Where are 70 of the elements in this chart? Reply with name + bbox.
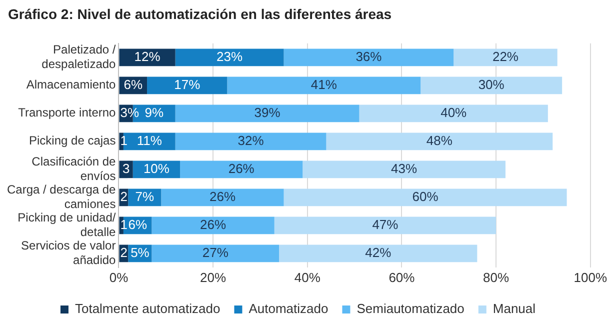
x-tick-label: 100% [574, 270, 608, 285]
bar [175, 48, 284, 66]
chart-title: Gráfico 2: Nivel de automatización en las diferentes áreas [8, 6, 392, 22]
data-label: 27% [202, 244, 229, 260]
bar [302, 160, 506, 178]
data-label: 39% [254, 104, 281, 120]
bar [175, 104, 360, 122]
data-label: 2 [120, 188, 128, 204]
legend-label: Semiautomatizado [356, 301, 464, 316]
x-tick-label: 40% [294, 270, 321, 285]
data-label: 26% [209, 188, 236, 204]
data-label: 6% [128, 216, 148, 232]
bar [161, 188, 284, 206]
bar [119, 48, 176, 66]
bar [359, 104, 548, 122]
y-tick-label: Clasificación de envíos [32, 154, 116, 183]
data-label: 17% [174, 76, 201, 92]
bar [284, 48, 454, 66]
bar [326, 132, 553, 150]
data-label: 22% [492, 48, 519, 64]
data-label: 5% [130, 244, 150, 260]
y-tick-label: Picking de unidad/ detalle [18, 210, 116, 239]
data-label: 3% [120, 104, 140, 120]
data-label: 41% [310, 76, 338, 92]
y-tick-label: Servicios de valor añadido [21, 238, 116, 267]
bar [284, 188, 567, 206]
data-label: 12% [134, 48, 161, 64]
data-label: 43% [391, 160, 418, 176]
data-label: 23% [216, 48, 244, 64]
data-label: 7% [135, 188, 155, 204]
bar [152, 216, 274, 234]
data-label: 26% [228, 160, 255, 176]
data-label: 2 [120, 244, 128, 260]
data-label: 36% [356, 48, 382, 64]
x-tick-label: 20% [200, 270, 227, 285]
data-label: 47% [372, 216, 399, 232]
bar [279, 244, 478, 262]
x-tick-label: 80% [483, 270, 510, 285]
y-tick-label: Carga / descarga de camiones [7, 182, 116, 211]
x-tick-label: 60% [388, 270, 416, 285]
bar [227, 76, 421, 94]
x-tick-label: 0% [109, 270, 129, 285]
legend-label: Manual [492, 301, 536, 316]
data-label: 60% [412, 188, 439, 204]
y-tick-label: Almacenamiento [26, 78, 116, 92]
y-tick-label: Picking de cajas [29, 134, 116, 148]
legend-label: Totalmente automatizado [74, 301, 220, 316]
data-label: 26% [200, 216, 227, 232]
data-label: 1 [120, 132, 128, 148]
data-label: 9% [144, 104, 164, 120]
data-label: 10% [143, 160, 170, 176]
bar [152, 244, 280, 262]
data-label: 40% [440, 104, 468, 120]
bar [274, 216, 496, 234]
y-tick-label: Transporte interno [18, 106, 116, 120]
data-label: 11% [136, 132, 162, 148]
bar [147, 76, 228, 94]
data-label: 6% [124, 76, 143, 92]
bar [454, 48, 558, 66]
bar [175, 132, 326, 150]
bar [420, 76, 562, 94]
legend-label: Automatizado [248, 301, 328, 316]
data-label: 30% [478, 76, 505, 92]
y-tick-label: Paletizado / despaletizado [42, 42, 116, 71]
bar [180, 160, 303, 178]
data-label: 48% [426, 132, 453, 148]
data-label: 3 [122, 160, 130, 176]
data-label: 1 [120, 216, 128, 232]
data-label: 32% [238, 132, 264, 148]
data-label: 42% [365, 244, 392, 260]
